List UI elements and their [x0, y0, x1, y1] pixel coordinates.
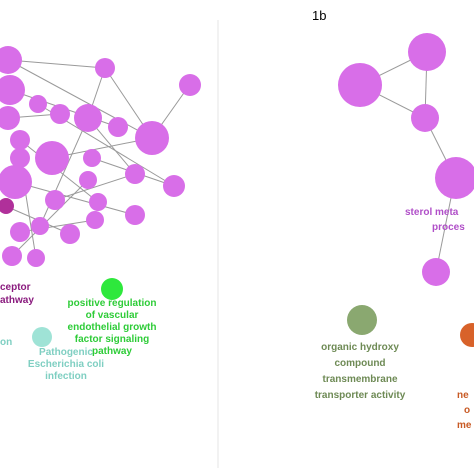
node [125, 205, 145, 225]
node [35, 141, 69, 175]
node [79, 171, 97, 189]
edge [7, 59, 153, 139]
node-label: organic hydroxy [321, 342, 399, 353]
node [411, 104, 439, 132]
node-label: proces [432, 222, 465, 233]
edge [7, 59, 106, 69]
node [101, 278, 123, 300]
left-network-nodes [0, 46, 201, 347]
node-label: of vascular [86, 310, 139, 321]
right-network [338, 33, 474, 347]
node [86, 211, 104, 229]
node-label: positive regulation [68, 298, 157, 309]
node [10, 130, 30, 150]
node [83, 149, 101, 167]
node-label: infection [45, 371, 87, 382]
node [108, 117, 128, 137]
node [50, 104, 70, 124]
node [422, 258, 450, 286]
node-label: compound [334, 358, 385, 369]
node [179, 74, 201, 96]
panel-label: 1b [312, 8, 326, 23]
edge [39, 117, 89, 227]
node-label: Escherichia coli [28, 359, 104, 370]
node-label: transporter activity [315, 390, 406, 401]
node [0, 106, 20, 130]
edge [54, 173, 136, 201]
node [31, 217, 49, 235]
node [460, 323, 474, 347]
node-label: me [457, 420, 472, 431]
node-label: o [464, 405, 470, 416]
node-label: transmembrane [322, 374, 397, 385]
node-label: sterol meta [405, 207, 459, 218]
node [95, 58, 115, 78]
node [74, 104, 102, 132]
node [135, 121, 169, 155]
node-label: pathway [92, 346, 132, 357]
node-label: endothelial growth [68, 322, 157, 333]
node-label: on [0, 337, 12, 348]
node [338, 63, 382, 107]
node [32, 327, 52, 347]
node [27, 249, 45, 267]
node [2, 246, 22, 266]
node [0, 46, 22, 74]
edge [11, 179, 89, 257]
node-label: factor signaling [75, 334, 149, 345]
node-label: ceptor [0, 282, 31, 293]
node-label: ne [457, 390, 469, 401]
node [60, 224, 80, 244]
edge [14, 181, 136, 216]
node [45, 190, 65, 210]
node [0, 198, 14, 214]
node [163, 175, 185, 197]
node [408, 33, 446, 71]
node-label: Pathogenic [39, 347, 93, 358]
node [10, 148, 30, 168]
node [10, 222, 30, 242]
node [0, 165, 32, 199]
node [0, 75, 25, 105]
node-label: athway [0, 295, 34, 306]
node [435, 157, 474, 199]
node [347, 305, 377, 335]
node [125, 164, 145, 184]
node [89, 193, 107, 211]
node [29, 95, 47, 113]
